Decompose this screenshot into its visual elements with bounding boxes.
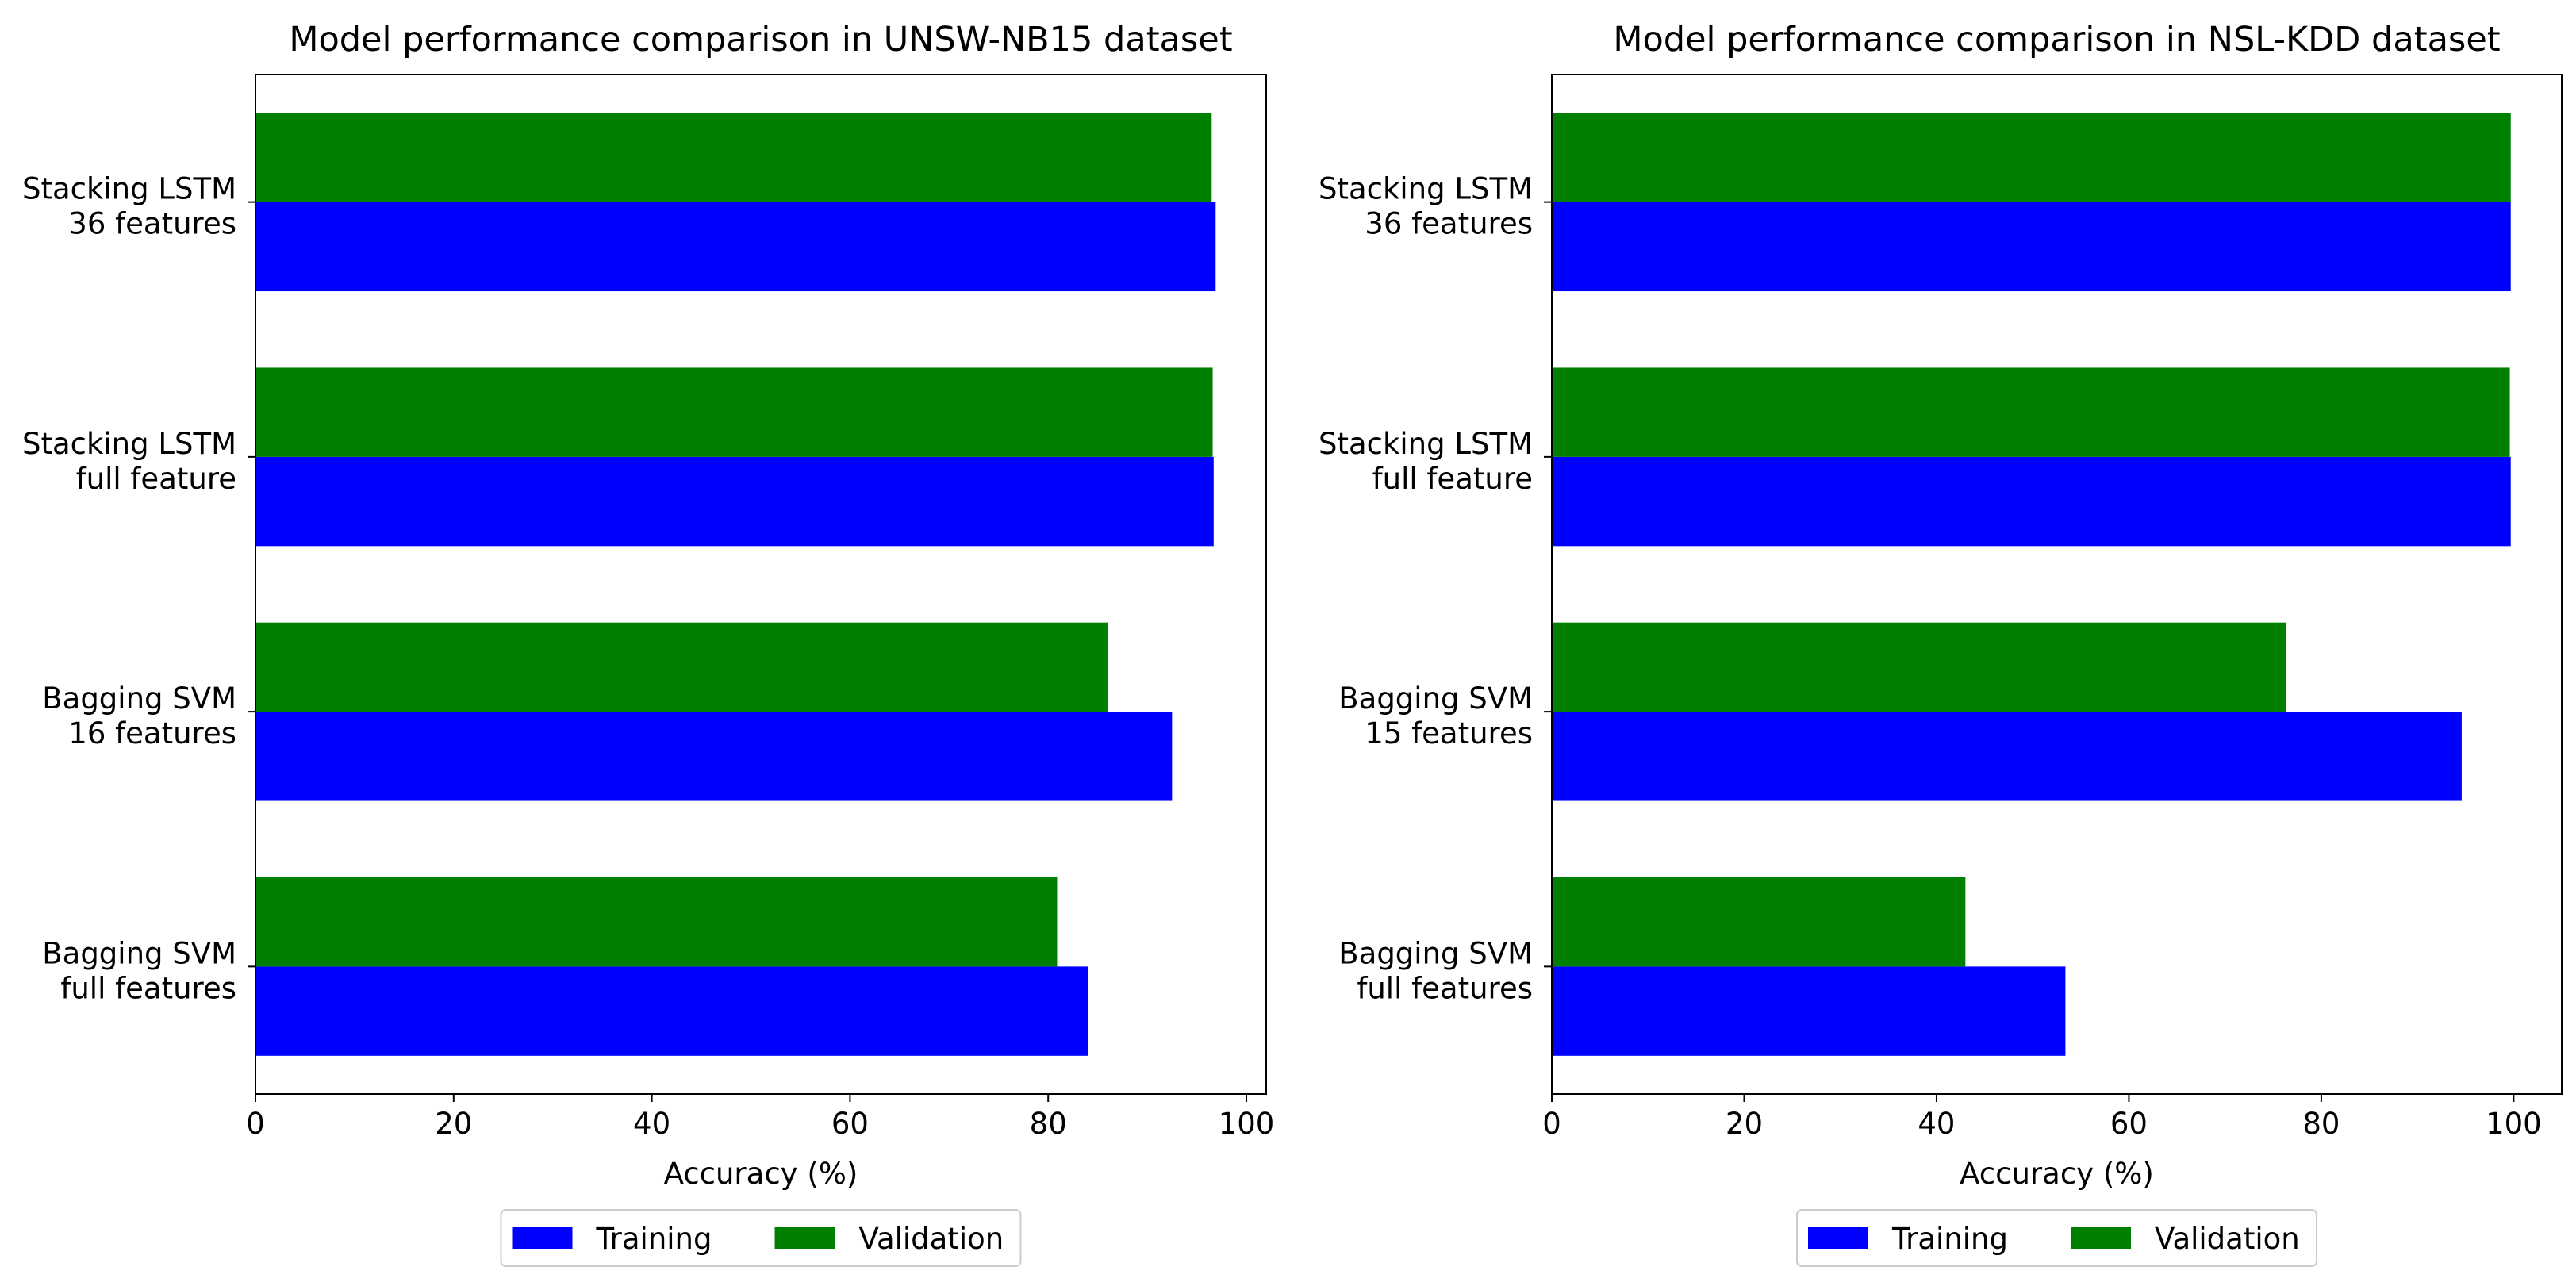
x-tick-label: 0 [246, 1107, 265, 1141]
y-tick-label-line: 16 features [68, 716, 236, 750]
chart-nsl-kdd: Model performance comparison in NSL-KDD … [1319, 20, 2563, 1267]
legend: Training Validation [500, 1209, 1022, 1267]
y-tick-label: Bagging SVM full features [42, 936, 236, 1005]
y-tick-label: Bagging SVM 16 features [42, 681, 236, 750]
bar-validation-1 [255, 622, 1108, 712]
y-tick-label-line: full feature [1372, 462, 1533, 496]
y-tick-label-line: Stacking LSTM [1319, 172, 1533, 206]
y-tick-label-line: 15 features [1365, 716, 1533, 750]
x-axis-label: Accuracy (%) [1960, 1157, 2154, 1191]
chart-title: Model performance comparison in NSL-KDD … [1613, 20, 2500, 60]
y-tick-label-line: Bagging SVM [42, 681, 236, 716]
legend-swatch-training [1808, 1227, 1868, 1249]
y-tick-label: Stacking LSTM full feature [1319, 427, 1533, 496]
legend: Training Validation [1796, 1209, 2317, 1267]
y-tick-label-line: Bagging SVM [1338, 936, 1533, 970]
y-tick-label: Stacking LSTM 36 features [22, 172, 236, 241]
legend-label-validation: Validation [2155, 1222, 2300, 1256]
x-tick-label: 60 [831, 1107, 869, 1141]
bar-validation-2 [1552, 367, 2510, 457]
y-tick-label: Bagging SVM 15 features [1338, 681, 1533, 750]
x-tick-label: 20 [435, 1107, 472, 1141]
legend-label-validation: Validation [859, 1222, 1004, 1256]
x-tick-label: 80 [1030, 1107, 1067, 1141]
y-tick-label-line: Stacking LSTM [22, 172, 236, 206]
bar-training-1 [1552, 712, 2462, 801]
y-tick-label-line: full feature [76, 462, 236, 496]
x-axis-label: Accuracy (%) [664, 1157, 858, 1191]
y-tick-label-line: Bagging SVM [42, 936, 236, 970]
y-tick-label: Bagging SVM full features [1338, 936, 1533, 1005]
bar-validation-0 [255, 877, 1058, 967]
legend-box [1796, 1209, 2317, 1267]
y-tick-label-line: full features [60, 971, 236, 1005]
y-tick-label-line: 36 features [68, 207, 236, 241]
y-tick-label-line: full features [1357, 971, 1533, 1005]
bar-validation-3 [1552, 113, 2511, 202]
y-tick-label-line: Stacking LSTM [1319, 427, 1533, 461]
y-tick-label-line: Stacking LSTM [22, 427, 236, 461]
x-tick-label: 20 [1726, 1107, 1763, 1141]
y-tick-label-line: 36 features [1365, 207, 1533, 241]
x-tick-label: 40 [633, 1107, 670, 1141]
legend-box [500, 1209, 1022, 1267]
legend-swatch-training [512, 1227, 573, 1249]
axes-frame [1551, 74, 2563, 1095]
legend-label-training: Training [1891, 1222, 2008, 1256]
x-tick-label: 100 [2486, 1107, 2542, 1141]
bar-training-0 [1552, 966, 2066, 1056]
legend-swatch-validation [2071, 1227, 2131, 1249]
legend-label-training: Training [596, 1222, 712, 1256]
x-tick-label: 100 [1219, 1107, 1275, 1141]
bar-training-3 [255, 202, 1216, 292]
y-tick-label-line: Bagging SVM [1338, 681, 1533, 716]
y-tick-label: Stacking LSTM 36 features [1319, 172, 1533, 241]
bar-validation-1 [1552, 622, 2286, 712]
x-tick-label: 40 [1918, 1107, 1955, 1141]
axes-frame [255, 74, 1267, 1095]
bar-validation-3 [255, 113, 1212, 202]
bar-validation-2 [255, 367, 1213, 457]
chart-title: Model performance comparison in UNSW-NB1… [289, 20, 1232, 60]
legend-swatch-validation [774, 1227, 835, 1249]
x-tick-label: 80 [2302, 1107, 2340, 1141]
bar-training-3 [1552, 202, 2511, 292]
bar-validation-0 [1552, 877, 1966, 967]
x-tick-label: 0 [1542, 1107, 1561, 1141]
x-tick-label: 60 [2110, 1107, 2148, 1141]
chart-unsw-nb15: Model performance comparison in UNSW-NB1… [22, 20, 1275, 1267]
bar-training-1 [255, 712, 1173, 801]
bar-training-0 [255, 966, 1088, 1056]
y-tick-label: Stacking LSTM full feature [22, 427, 236, 496]
bar-training-2 [255, 456, 1214, 547]
bar-training-2 [1552, 456, 2511, 547]
